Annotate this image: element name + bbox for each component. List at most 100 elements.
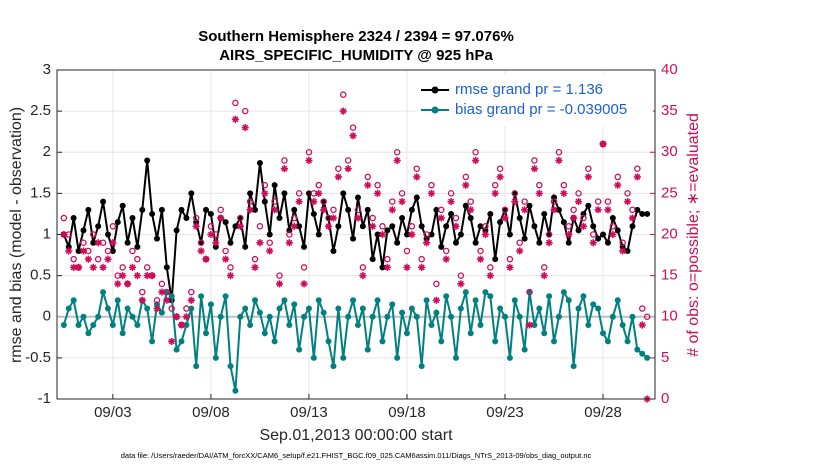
point — [418, 363, 425, 370]
point — [437, 214, 445, 222]
point — [389, 223, 396, 230]
point — [163, 296, 171, 304]
point — [119, 264, 126, 271]
point — [173, 227, 180, 234]
point — [281, 190, 288, 197]
point — [320, 309, 327, 316]
point — [197, 239, 205, 246]
point — [497, 219, 504, 226]
point — [291, 206, 298, 213]
point — [315, 231, 322, 238]
point — [422, 239, 431, 247]
point — [222, 219, 229, 226]
point — [247, 321, 254, 328]
point — [614, 227, 621, 234]
point — [535, 189, 543, 197]
point — [393, 148, 401, 156]
point — [482, 289, 489, 296]
point — [143, 272, 151, 280]
point — [203, 206, 210, 213]
point — [604, 198, 612, 205]
point — [565, 223, 572, 230]
point — [589, 239, 597, 247]
legend-label: rmse grand pr = 1.136 — [455, 81, 603, 98]
point — [496, 173, 504, 181]
point — [574, 198, 583, 206]
point — [266, 247, 274, 255]
point — [560, 181, 568, 189]
point — [585, 321, 592, 328]
point — [369, 256, 376, 263]
y-tick-label: 0 — [43, 308, 51, 325]
point — [531, 157, 538, 164]
point — [188, 288, 195, 296]
point — [614, 297, 621, 304]
point — [438, 338, 445, 345]
point — [178, 338, 185, 345]
point — [403, 330, 410, 337]
point — [462, 181, 470, 189]
point — [384, 313, 391, 320]
point — [628, 214, 637, 222]
point — [565, 297, 572, 304]
point — [526, 202, 533, 209]
point — [408, 230, 416, 239]
point — [217, 313, 224, 320]
point — [531, 223, 538, 230]
point — [462, 289, 469, 296]
point — [373, 189, 382, 197]
x-tick-label: 09/18 — [388, 404, 426, 421]
point — [609, 223, 617, 230]
point — [330, 206, 337, 214]
point — [335, 223, 342, 230]
point — [530, 165, 539, 173]
point — [595, 235, 602, 242]
point — [413, 165, 421, 172]
point — [60, 230, 68, 239]
point — [187, 296, 195, 304]
point — [590, 301, 597, 308]
point — [570, 206, 577, 214]
point — [570, 363, 577, 370]
point — [134, 321, 141, 328]
point — [398, 198, 406, 206]
point — [350, 297, 357, 304]
point — [354, 206, 362, 214]
point — [516, 215, 523, 222]
x-tick-label: 09/28 — [584, 404, 622, 421]
point — [266, 231, 273, 238]
point — [90, 321, 97, 328]
y2-tick-label: 15 — [661, 267, 678, 284]
point — [491, 189, 499, 197]
point — [242, 243, 249, 250]
point — [457, 280, 465, 288]
point — [198, 293, 205, 300]
point — [79, 247, 88, 255]
point — [467, 206, 475, 214]
point — [207, 210, 214, 217]
point — [232, 387, 239, 394]
point — [340, 354, 347, 361]
point — [70, 297, 77, 304]
point — [340, 91, 347, 98]
point — [65, 243, 72, 250]
point — [231, 115, 240, 123]
point — [94, 239, 102, 247]
point — [271, 206, 279, 214]
point — [89, 263, 97, 271]
point — [252, 206, 259, 213]
point — [639, 305, 646, 312]
point — [246, 198, 254, 205]
point — [340, 190, 347, 197]
point — [266, 239, 273, 246]
point — [560, 289, 567, 296]
point — [237, 313, 244, 320]
point — [629, 206, 636, 214]
point — [492, 338, 499, 345]
point — [369, 214, 376, 222]
y-tick-label: 3 — [43, 61, 51, 78]
point — [525, 321, 534, 329]
point — [290, 222, 298, 230]
point — [600, 231, 607, 238]
y2-tick-label: 20 — [661, 225, 678, 242]
